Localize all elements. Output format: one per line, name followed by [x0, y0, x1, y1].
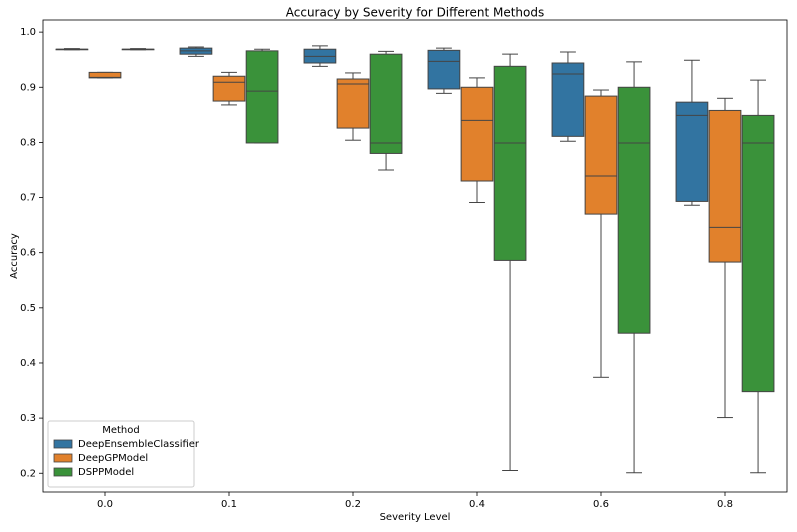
box: [493, 65, 527, 261]
y-tick-label: 0.8: [20, 137, 36, 148]
chart-title: Accuracy by Severity for Different Metho…: [286, 6, 544, 20]
legend-label: DeepGPModel: [78, 453, 148, 464]
legend-swatch: [53, 453, 73, 463]
legend-swatch: [53, 467, 73, 477]
x-tick-label: 0.4: [469, 499, 485, 510]
y-tick-label: 0.7: [20, 193, 36, 204]
box: [551, 62, 585, 137]
box: [245, 50, 279, 144]
y-tick-label: 0.4: [20, 358, 36, 369]
y-axis-label: Accuracy: [9, 233, 20, 279]
box: [584, 95, 618, 215]
y-tick-label: 0.2: [20, 468, 36, 479]
legend-label: DeepEnsembleClassifier: [78, 439, 200, 450]
plot-frame: [42, 19, 788, 493]
y-tick-label: 0.6: [20, 248, 36, 259]
legend-frame: [47, 420, 195, 488]
legend-swatch: [53, 439, 73, 449]
box: [88, 71, 122, 79]
y-tick-label: 0.5: [20, 303, 36, 314]
y-tick-label: 0.3: [20, 413, 36, 424]
box: [741, 114, 775, 393]
box: [427, 49, 461, 90]
box: [336, 78, 370, 129]
legend-title: Method: [102, 425, 140, 436]
box: [212, 75, 246, 102]
x-tick-label: 0.2: [345, 499, 361, 510]
x-tick-label: 0.0: [97, 499, 113, 510]
box: [675, 101, 709, 202]
x-axis-label: Severity Level: [380, 512, 451, 523]
box: [369, 53, 403, 154]
box: [617, 86, 651, 334]
x-tick-label: 0.8: [717, 499, 733, 510]
x-tick-label: 0.1: [221, 499, 237, 510]
legend-label: DSPPModel: [78, 467, 134, 478]
x-tick-label: 0.6: [593, 499, 609, 510]
y-tick-label: 1.0: [20, 27, 36, 38]
box: [708, 109, 742, 263]
box: [460, 86, 494, 182]
y-tick-label: 0.9: [20, 82, 36, 93]
